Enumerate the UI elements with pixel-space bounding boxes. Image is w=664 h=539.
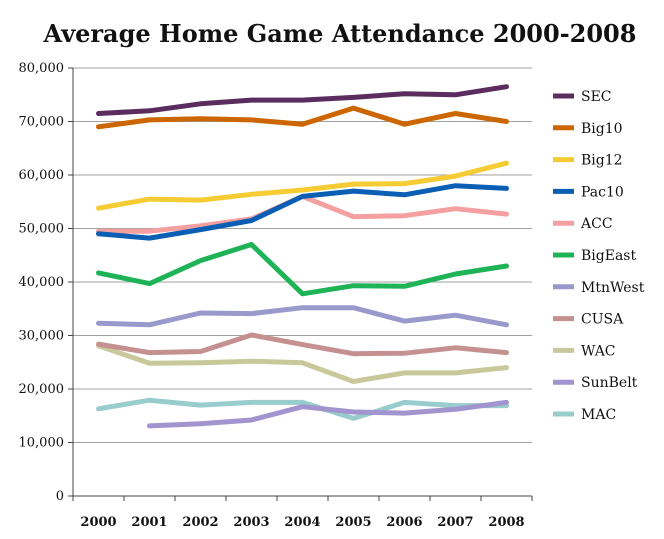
legend-label-wac: WAC	[581, 343, 616, 359]
legend-label-mac: MAC	[581, 407, 616, 423]
legend-label-acc: ACC	[580, 216, 613, 232]
y-tick-label: 10,000	[19, 436, 65, 451]
y-tick-label: 40,000	[19, 275, 65, 290]
legend-label-big12: Big12	[581, 153, 623, 169]
series-line-pac10	[96, 183, 509, 241]
series-lines	[96, 84, 509, 429]
x-axis: 2000 2001 2002 2003 2004 2005 2006 2007 2008	[72, 495, 533, 530]
x-tick-label: 2001	[131, 515, 167, 530]
legend-label-bigeast: BigEast	[581, 248, 636, 264]
legend-label-pac10: Pac10	[581, 184, 624, 200]
series-line-cusa	[96, 332, 509, 357]
legend-label-cusa: CUSA	[581, 312, 624, 328]
y-tick-label: 30,000	[19, 329, 65, 344]
x-tick-label: 2008	[488, 515, 524, 530]
series-line-mtnwest	[96, 305, 509, 328]
chart-title: Average Home Game Attendance 2000-2008	[43, 19, 637, 48]
x-tick-label: 2003	[233, 515, 269, 530]
legend-label-sec: SEC	[581, 89, 612, 105]
x-tick-label: 2006	[386, 515, 422, 530]
series-line-sunbelt	[147, 399, 509, 429]
series-line-sec	[96, 84, 509, 116]
series-line-wac	[96, 343, 509, 384]
legend: SEC Big10 Big12 Pac10 ACC BigEast MtnWest CUSA W…	[553, 89, 645, 423]
series-line-bigeast	[96, 242, 509, 297]
x-tick-label: 2002	[182, 515, 218, 530]
legend-label-mtnwest: MtnWest	[581, 280, 645, 296]
y-tick-label: 60,000	[19, 168, 65, 183]
x-tick-label: 2005	[335, 515, 371, 530]
legend-label-big10: Big10	[581, 121, 623, 137]
y-tick-label: 20,000	[19, 382, 65, 397]
series-line-big12	[96, 160, 509, 211]
y-tick-label: 70,000	[19, 115, 65, 130]
y-tick-label: 80,000	[19, 61, 65, 76]
x-tick-label: 2004	[284, 515, 320, 530]
series-line-mac	[96, 397, 509, 421]
y-tick-label: 50,000	[19, 222, 65, 237]
x-tick-label: 2000	[80, 515, 116, 530]
series-line-big10	[96, 105, 509, 130]
x-tick-label: 2007	[437, 515, 473, 530]
legend-label-sunbelt: SunBelt	[581, 375, 638, 391]
y-tick-label: 0	[56, 489, 64, 504]
y-axis: 0 10,000 20,000 30,000 40,000 50,000 60,000 70,…	[19, 61, 74, 504]
